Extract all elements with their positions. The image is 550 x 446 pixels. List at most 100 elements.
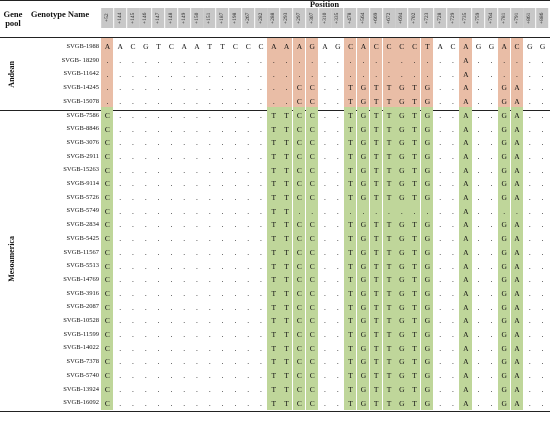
allele-cell: T	[425, 42, 430, 52]
allele-cell: .	[490, 151, 493, 161]
allele-cell: .	[439, 288, 442, 298]
allele-cell: .	[260, 261, 262, 271]
allele-cell: G	[399, 151, 405, 161]
allele-cell: .	[260, 330, 262, 340]
allele-cell: .	[208, 357, 211, 367]
allele-cell: C	[296, 234, 302, 244]
allele-cell: .	[516, 69, 518, 79]
allele-cell: .	[336, 165, 339, 175]
allele-cell: T	[373, 97, 379, 107]
allele-cell: C	[104, 371, 110, 381]
shaded-column-band	[382, 38, 395, 109]
allele-cell: .	[144, 206, 147, 216]
allele-cell: G	[501, 220, 507, 230]
allele-cell: T	[348, 97, 353, 107]
allele-cell: .	[439, 316, 442, 326]
allele-cell: .	[541, 357, 544, 367]
allele-cell: .	[490, 124, 493, 134]
allele-cell: T	[271, 384, 277, 394]
allele-cell: C	[296, 165, 302, 175]
allele-cell: G	[309, 42, 315, 52]
allele-cell: T	[271, 220, 277, 230]
allele-cell: T	[412, 384, 417, 394]
allele-cell: A	[514, 138, 520, 148]
allele-cell: .	[490, 138, 493, 148]
allele-cell: .	[375, 56, 378, 66]
allele-cell: A	[463, 83, 469, 93]
shaded-column-band	[357, 38, 370, 109]
allele-cell: .	[490, 330, 493, 340]
allele-cell: .	[528, 69, 531, 79]
allele-cell: .	[221, 371, 224, 381]
position-label: +144	[113, 8, 126, 28]
allele-cell: .	[247, 288, 250, 298]
allele-cell: T	[271, 343, 277, 353]
allele-cell: .	[260, 69, 262, 79]
allele-cell: T	[284, 261, 289, 271]
allele-cell: .	[183, 206, 186, 216]
allele-cell: .	[157, 275, 160, 285]
allele-cell: .	[490, 288, 493, 298]
allele-cell: .	[183, 83, 186, 93]
allele-cell: .	[132, 110, 134, 120]
allele-cell: .	[208, 261, 211, 271]
allele-cell: C	[450, 42, 456, 52]
allele-cell: G	[424, 302, 431, 312]
allele-cell: .	[119, 261, 122, 271]
position-label: +307	[305, 8, 318, 28]
allele-cell: .	[336, 151, 339, 161]
allele-cell: G	[360, 343, 367, 353]
allele-cell: .	[221, 275, 224, 285]
position-header: Position	[309, 0, 340, 9]
allele-cell: .	[119, 316, 122, 326]
allele-cell: T	[386, 330, 392, 340]
allele-cell: G	[424, 124, 431, 134]
allele-cell: .	[157, 343, 160, 353]
allele-cell: G	[399, 357, 405, 367]
allele-cell: .	[452, 69, 454, 79]
allele-cell: T	[271, 151, 277, 161]
allele-cell: .	[452, 234, 454, 244]
allele-cell: A	[514, 302, 520, 312]
allele-cell: A	[117, 42, 123, 52]
allele-cell: A	[463, 179, 469, 189]
allele-cell: T	[271, 261, 277, 271]
allele-cell: G	[501, 234, 507, 244]
allele-cell: .	[247, 247, 250, 257]
allele-cell: .	[183, 275, 186, 285]
allele-cell: .	[234, 83, 237, 93]
allele-cell: .	[541, 193, 544, 203]
allele-cell: T	[348, 371, 353, 381]
allele-cell: A	[514, 247, 520, 257]
gene-pool-name: Andean	[6, 60, 16, 88]
allele-cell: .	[336, 69, 339, 79]
allele-cell: .	[196, 288, 198, 298]
allele-cell: T	[373, 247, 379, 257]
allele-cell: .	[311, 69, 314, 79]
allele-cell: .	[132, 371, 134, 381]
allele-cell: .	[234, 165, 237, 175]
allele-cell: .	[426, 56, 429, 66]
allele-cell: C	[309, 316, 315, 326]
allele-cell: C	[309, 247, 315, 257]
allele-cell: C	[104, 124, 110, 134]
allele-cell: C	[309, 83, 315, 93]
allele-cell: C	[245, 42, 251, 52]
allele-cell: .	[208, 220, 211, 230]
allele-cell: .	[439, 398, 442, 408]
allele-cell: .	[324, 110, 326, 120]
allele-cell: C	[104, 193, 110, 203]
allele-cell: .	[221, 206, 224, 216]
position-label: +145	[126, 8, 139, 28]
allele-cell: .	[183, 330, 186, 340]
allele-cell: G	[360, 97, 367, 107]
allele-cell: .	[157, 110, 160, 120]
top-rule	[0, 0, 550, 1]
allele-cell: T	[271, 138, 277, 148]
allele-cell: .	[132, 316, 134, 326]
allele-cell: .	[234, 124, 237, 134]
allele-cell: .	[170, 330, 173, 340]
allele-cell: T	[373, 357, 379, 367]
allele-cell: .	[490, 234, 493, 244]
